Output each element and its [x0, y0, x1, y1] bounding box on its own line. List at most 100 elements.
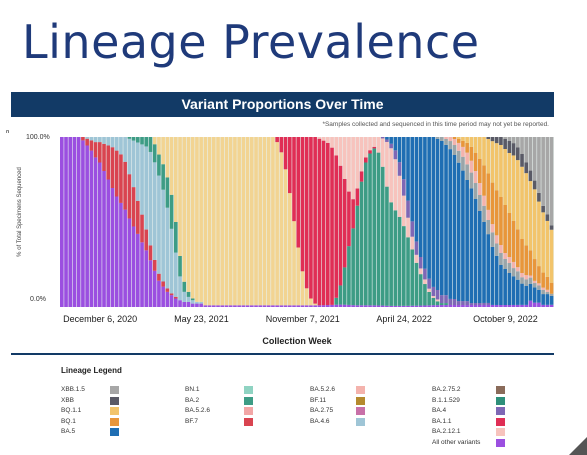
- stack-segment: [486, 139, 491, 174]
- stack-segment: [431, 296, 436, 298]
- legend-swatch: [496, 386, 505, 394]
- stack-segment: [195, 137, 199, 302]
- stack-segment: [469, 137, 474, 147]
- stack-segment: [486, 137, 491, 140]
- stack-segment: [72, 137, 77, 307]
- stack-segment: [435, 299, 440, 302]
- stack-segment: [279, 152, 284, 306]
- legend-label: BQ.1.1: [61, 407, 82, 414]
- stack-segment: [393, 305, 398, 307]
- stack-segment: [136, 137, 140, 143]
- stack-segment: [410, 305, 415, 307]
- stack-segment: [233, 137, 237, 306]
- stack-segment: [254, 305, 258, 307]
- stack-segment: [250, 137, 254, 306]
- stack-segment: [532, 280, 537, 284]
- stack-segment: [364, 162, 368, 306]
- stack-segment: [364, 305, 368, 307]
- stack-segment: [385, 137, 389, 140]
- stack-segment: [157, 137, 161, 155]
- stack-segment: [136, 142, 140, 201]
- stack-segment: [528, 181, 533, 251]
- stack-segment: [152, 137, 157, 145]
- stack-segment: [549, 137, 554, 226]
- stack-segment: [207, 137, 212, 306]
- stack-segment: [532, 137, 537, 181]
- stack-segment: [541, 289, 545, 295]
- stack-segment: [490, 246, 495, 305]
- legend-item: BA.1.1: [432, 417, 506, 427]
- stack-segment: [89, 150, 94, 307]
- stack-segment: [68, 137, 73, 307]
- stack-segment: [461, 146, 465, 157]
- stack-segment: [431, 297, 436, 306]
- stack-segment: [347, 191, 351, 247]
- stack-segment: [423, 305, 427, 307]
- stack-segment: [98, 137, 102, 143]
- stack-segment: [372, 148, 377, 306]
- stack-segment: [169, 228, 174, 294]
- stack-segment: [389, 137, 393, 144]
- stack-segment: [494, 255, 499, 305]
- stack-segment: [317, 137, 322, 139]
- stack-segment: [414, 254, 419, 263]
- legend-swatch: [496, 417, 505, 426]
- stack-segment: [148, 137, 153, 152]
- stack-segment: [76, 137, 81, 307]
- stack-segment: [537, 137, 541, 193]
- stack-segment: [364, 137, 368, 158]
- stack-segment: [140, 214, 144, 243]
- stack-segment: [114, 196, 119, 307]
- stack-segment: [507, 305, 512, 307]
- stack-segment: [161, 189, 165, 282]
- legend-label: BA.4: [432, 407, 447, 414]
- stack-segment: [338, 137, 343, 166]
- stacked-area-chart: [60, 137, 554, 308]
- stack-segment: [372, 146, 377, 149]
- stack-segment: [385, 141, 389, 187]
- stack-segment: [296, 247, 301, 306]
- stack-segment: [144, 229, 149, 251]
- legend-label: BN.1: [185, 386, 200, 393]
- stack-segment: [418, 268, 423, 275]
- legend-item: B.1.1.529: [432, 396, 506, 406]
- stack-segment: [524, 304, 529, 308]
- stack-segment: [195, 303, 199, 307]
- stack-segment: [144, 250, 149, 307]
- stack-segment: [203, 137, 208, 306]
- stack-segment: [380, 138, 385, 167]
- stack-segment: [342, 178, 347, 268]
- legend-swatch: [356, 417, 365, 426]
- legend-item: BF.11: [310, 396, 366, 406]
- stack-segment: [414, 137, 419, 242]
- corner-decoration: [569, 437, 587, 455]
- stack-segment: [275, 305, 279, 307]
- stack-segment: [440, 303, 444, 306]
- stack-segment: [313, 303, 317, 306]
- stack-segment: [524, 137, 529, 163]
- stack-segment: [503, 269, 507, 305]
- stack-segment: [186, 137, 191, 292]
- stack-segment: [473, 171, 478, 183]
- stack-segment: [359, 181, 364, 306]
- stack-segment: [410, 137, 415, 222]
- stack-segment: [195, 301, 199, 304]
- stack-segment: [131, 187, 136, 227]
- stack-segment: [380, 305, 385, 307]
- stack-segment: [174, 252, 178, 297]
- legend-swatch: [244, 386, 253, 394]
- stack-segment: [528, 300, 533, 307]
- stack-segment: [499, 305, 503, 307]
- stack-segment: [254, 137, 258, 306]
- legend-swatch: [356, 396, 365, 405]
- stack-segment: [427, 278, 431, 289]
- stack-segment: [368, 150, 372, 154]
- stack-segment: [190, 298, 195, 301]
- stack-segment: [385, 139, 389, 142]
- stack-segment: [89, 140, 94, 151]
- stack-segment: [549, 225, 554, 230]
- stack-segment: [465, 305, 469, 307]
- stack-segment: [456, 150, 461, 163]
- stack-segment: [152, 162, 157, 260]
- legend-swatch: [110, 386, 119, 394]
